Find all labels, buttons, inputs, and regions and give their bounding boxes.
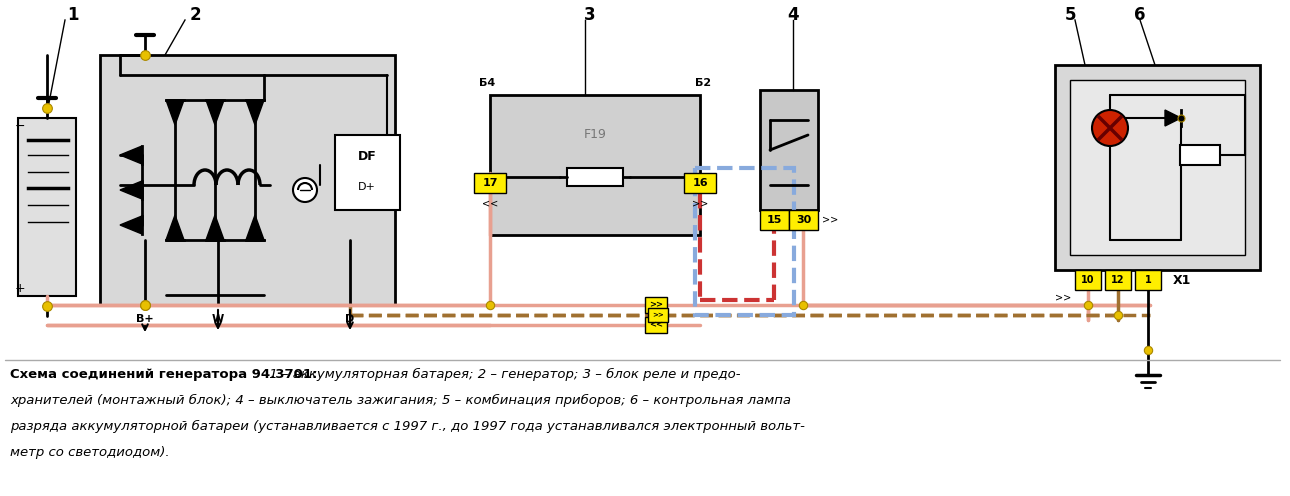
- Bar: [1106, 270, 1131, 290]
- Circle shape: [1093, 110, 1127, 146]
- Bar: [1135, 270, 1161, 290]
- Text: 1 – аккумуляторная батарея; 2 – генератор; 3 – блок реле и предо-: 1 – аккумуляторная батарея; 2 – генерато…: [264, 368, 740, 381]
- Polygon shape: [166, 215, 184, 240]
- Text: хранителей (монтажный блок); 4 – выключатель зажигания; 5 – комбинация приборов;: хранителей (монтажный блок); 4 – выключа…: [10, 394, 791, 407]
- Text: D: D: [346, 314, 355, 324]
- Text: D+: D+: [359, 182, 375, 192]
- Text: 10: 10: [1081, 275, 1095, 285]
- Text: 2: 2: [190, 6, 201, 24]
- Text: Б2: Б2: [695, 78, 711, 88]
- Bar: [645, 297, 667, 313]
- Polygon shape: [246, 215, 264, 240]
- Text: >>: >>: [1055, 293, 1071, 303]
- Polygon shape: [1165, 110, 1182, 126]
- Bar: [335, 135, 400, 210]
- Bar: [490, 95, 700, 235]
- Text: <<: <<: [482, 198, 498, 208]
- Text: >>: >>: [822, 215, 838, 225]
- Bar: [695, 168, 795, 315]
- Bar: [101, 55, 395, 305]
- Bar: [1055, 65, 1260, 270]
- Bar: [789, 210, 818, 230]
- Bar: [18, 118, 76, 296]
- Text: метр со светодиодом).: метр со светодиодом).: [10, 446, 169, 459]
- Bar: [684, 173, 716, 193]
- Text: DF: DF: [357, 150, 377, 164]
- Bar: [1180, 145, 1220, 165]
- Text: Б4: Б4: [479, 78, 495, 88]
- Text: −: −: [14, 120, 26, 132]
- Text: <<: <<: [649, 320, 663, 329]
- Polygon shape: [166, 100, 184, 125]
- Text: +: +: [14, 282, 26, 295]
- Text: B+: B+: [137, 314, 154, 324]
- Polygon shape: [120, 216, 142, 234]
- Text: 5: 5: [1064, 6, 1076, 24]
- Text: 12: 12: [1111, 275, 1125, 285]
- Text: F19: F19: [583, 128, 606, 141]
- Text: 6: 6: [1134, 6, 1146, 24]
- Polygon shape: [120, 146, 142, 164]
- Text: 1: 1: [67, 6, 79, 24]
- Text: 15: 15: [766, 215, 782, 225]
- Bar: [760, 210, 789, 230]
- Text: 1: 1: [1144, 275, 1152, 285]
- Text: >>: >>: [653, 312, 664, 318]
- Text: 4: 4: [787, 6, 799, 24]
- Text: 3: 3: [584, 6, 596, 24]
- Text: >>: >>: [649, 301, 663, 310]
- Bar: [645, 317, 667, 333]
- Bar: [1075, 270, 1100, 290]
- Bar: [760, 90, 818, 210]
- Circle shape: [293, 178, 317, 202]
- Polygon shape: [206, 215, 224, 240]
- Text: Схема соединений генератора 94.3701:: Схема соединений генератора 94.3701:: [10, 368, 317, 381]
- Text: W: W: [212, 314, 224, 324]
- Polygon shape: [120, 181, 142, 199]
- Bar: [473, 173, 506, 193]
- Bar: [648, 308, 668, 322]
- Text: 16: 16: [693, 178, 708, 188]
- Text: разряда аккумуляторной батареи (устанавливается с 1997 г., до 1997 года устанавл: разряда аккумуляторной батареи (устанавл…: [10, 420, 805, 433]
- Polygon shape: [206, 100, 224, 125]
- Text: >>: >>: [691, 198, 708, 208]
- Bar: [1069, 80, 1245, 255]
- Text: 17: 17: [482, 178, 498, 188]
- Text: X1: X1: [1173, 273, 1192, 287]
- Bar: [568, 168, 623, 186]
- Polygon shape: [246, 100, 264, 125]
- Text: 30: 30: [796, 215, 811, 225]
